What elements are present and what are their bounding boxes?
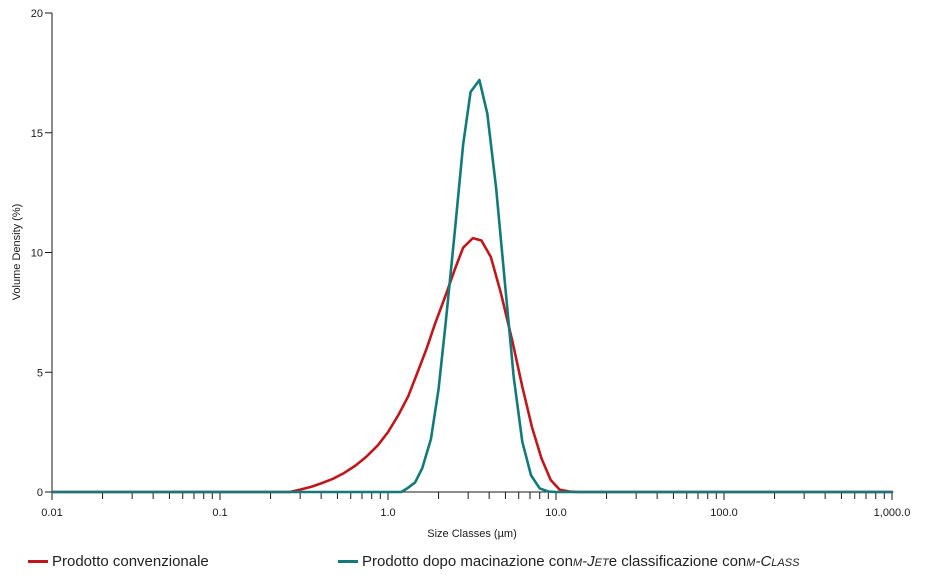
series-line-mjet <box>50 78 894 494</box>
legend-item-conventional: Prodotto convenzionale <box>28 553 209 570</box>
y-tick-label: 10 <box>31 248 43 260</box>
x-tick-label: 10.0 <box>545 507 566 519</box>
x-tick-label: 1,000.0 <box>874 507 911 519</box>
legend-label-mjet-pre: Prodotto dopo macinazione con <box>362 553 573 570</box>
legend-label-mclass-brand: m-Class <box>746 553 800 570</box>
x-axis-title: Size Classes (µm) <box>427 528 516 540</box>
legend-item-mjet: Prodotto dopo macinazione con m-Jet e cl… <box>338 553 799 570</box>
x-tick-label: 0.1 <box>212 507 227 519</box>
legend: Prodotto convenzionale Prodotto dopo mac… <box>28 553 930 575</box>
legend-swatch-red <box>28 560 48 563</box>
tick-group: 0 5 10 15 20 0.01 0.1 1.0 10.0 100.0 1,000.0 <box>31 8 911 519</box>
y-tick-label: 0 <box>37 487 43 499</box>
legend-label-mjet-brand: m-Jet <box>572 553 609 570</box>
y-axis-title: Volume Density (%) <box>11 204 23 301</box>
x-tick-label: 1.0 <box>380 507 395 519</box>
x-tick-label: 0.01 <box>41 507 62 519</box>
x-tick-label: 100.0 <box>710 507 738 519</box>
legend-swatch-teal <box>338 560 358 563</box>
legend-label-mjet-mid: e classificazione con <box>608 553 747 570</box>
y-tick-label: 5 <box>37 367 43 379</box>
legend-label-conventional: Prodotto convenzionale <box>52 553 209 570</box>
axes <box>51 13 893 493</box>
chart-area: 0 5 10 15 20 0.01 0.1 1.0 10.0 100.0 1,000.0 Size … <box>11 8 911 540</box>
series-line-conventional <box>50 236 894 494</box>
y-tick-label: 15 <box>31 128 43 140</box>
y-tick-label: 20 <box>31 8 43 20</box>
series-group <box>50 78 894 494</box>
